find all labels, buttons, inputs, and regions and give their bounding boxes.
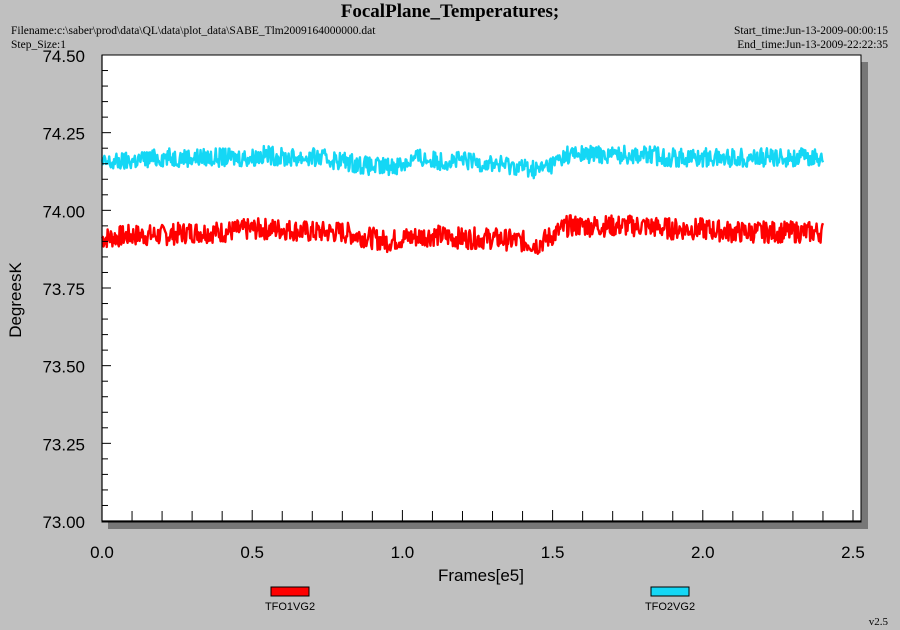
end-time-label: End_time:Jun-13-2009-22:22:35 — [737, 39, 888, 51]
legend-label: TFO2VG2 — [645, 601, 695, 613]
legend: TFO1VG2 TFO2VG2 — [265, 586, 695, 613]
x-tick-label: 0.0 — [90, 543, 114, 562]
series-layer — [100, 144, 825, 255]
x-tick-label: 0.5 — [240, 543, 264, 562]
chart-title: FocalPlane_Temperatures; — [340, 1, 560, 22]
legend-item: TFO1VG2 — [265, 586, 315, 613]
series-line-TFO2VG2 — [100, 144, 825, 180]
x-tick-label: 2.5 — [841, 543, 865, 562]
y-tick-label: 74.50 — [42, 47, 85, 66]
legend-swatch — [650, 586, 690, 597]
series-TFO2VG2 — [100, 144, 825, 180]
legend-label: TFO1VG2 — [265, 601, 315, 613]
plot-area — [101, 54, 862, 523]
axes-layer: 73.00 73.25 73.50 73.75 74.00 74.25 74.50 0.0 0.… — [42, 47, 864, 562]
y-axis-label: DegreesK — [6, 262, 25, 338]
series-TFO1VG2 — [100, 214, 825, 255]
y-tick-label: 74.00 — [42, 202, 85, 221]
filename-label: Filename:c:\saber\prod\data\QL\data\plot… — [11, 25, 376, 37]
y-tick-label: 73.25 — [42, 435, 85, 454]
legend-item: TFO2VG2 — [645, 586, 695, 613]
version-label: v2.5 — [868, 616, 888, 628]
x-tick-label: 1.5 — [541, 543, 565, 562]
start-time-label: Start_time:Jun-13-2009-00:00:15 — [734, 25, 888, 37]
legend-swatch — [270, 586, 310, 597]
step-size-label: Step_Size:1 — [11, 39, 66, 51]
y-tick-label: 73.50 — [42, 358, 85, 377]
y-tick-label: 73.75 — [42, 280, 85, 299]
x-tick-label: 2.0 — [691, 543, 715, 562]
y-tick-label: 74.25 — [42, 125, 85, 144]
series-line-TFO1VG2 — [100, 214, 825, 255]
y-tick-label: 73.00 — [42, 513, 85, 532]
x-tick-label: 1.0 — [391, 543, 415, 562]
x-axis-label: Frames[e5] — [438, 566, 524, 585]
